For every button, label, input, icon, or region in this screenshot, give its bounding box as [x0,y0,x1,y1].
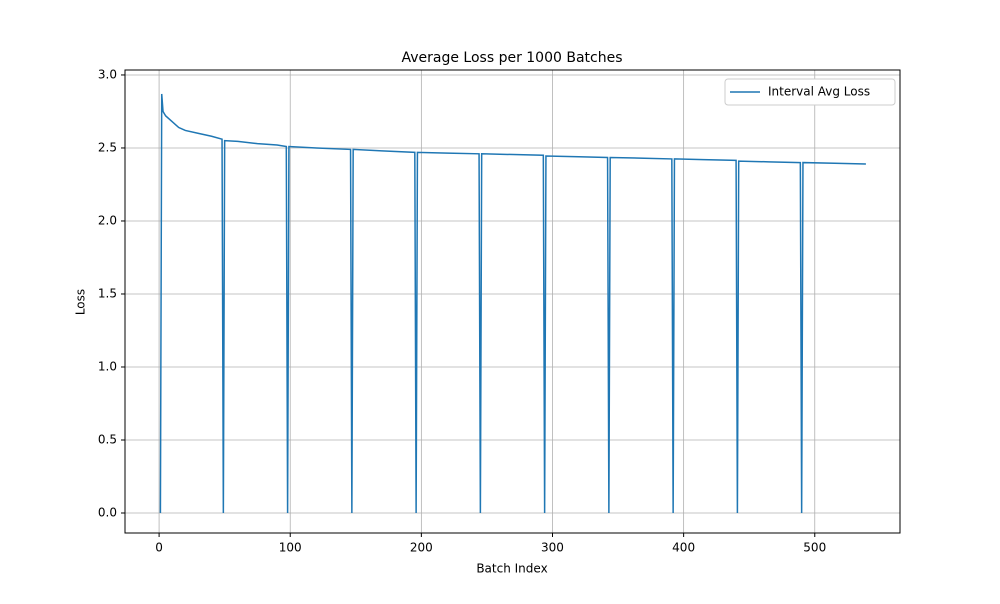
x-tick-label: 400 [672,541,695,555]
y-axis-label: Loss [74,289,88,315]
y-tick-label: 2.5 [98,140,117,154]
legend-label: Interval Avg Loss [768,85,870,99]
y-tick-label: 0.5 [98,432,117,446]
y-tick-label: 1.5 [98,286,117,300]
legend-box [724,78,896,106]
data-line [159,93,866,513]
y-tick-label: 2.0 [98,213,117,227]
x-tick-label: 100 [279,541,302,555]
plot-frame [124,69,901,534]
x-tick-label: 0 [155,541,163,555]
y-tick-label: 0.0 [98,505,117,519]
x-tick-label: 300 [541,541,564,555]
x-axis-label: Batch Index [476,562,547,576]
y-tick-label: 3.0 [98,67,117,81]
y-tick-label: 1.0 [98,359,117,373]
x-tick-label: 500 [803,541,826,555]
chart-title: Average Loss per 1000 Batches [401,50,622,66]
x-tick-label: 200 [410,541,433,555]
